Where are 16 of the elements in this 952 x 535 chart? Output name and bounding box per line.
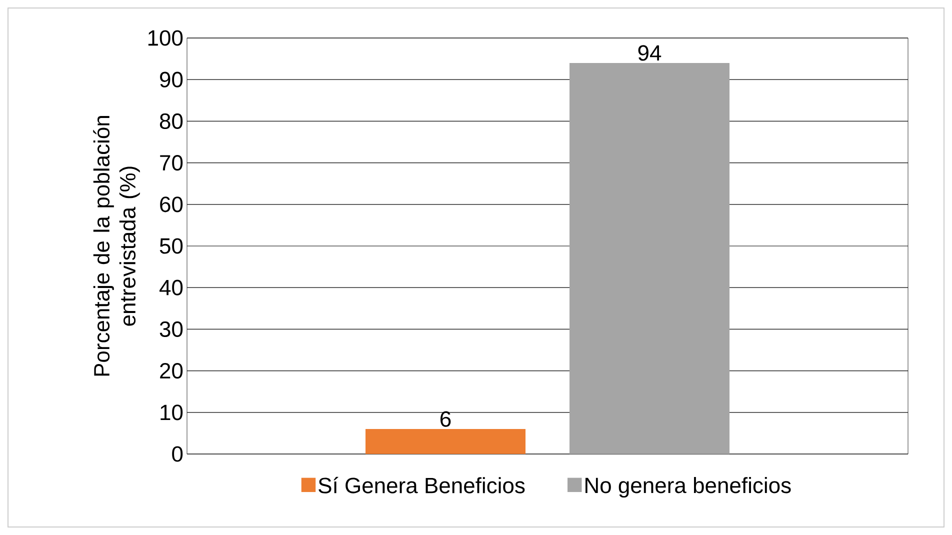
y-tick-label: 10 <box>160 404 183 420</box>
y-axis-title: Porcentaje de la población entrevistada (%) <box>93 116 140 376</box>
y-tick-label: 60 <box>160 196 183 212</box>
y-tick-label: 90 <box>160 72 183 88</box>
legend-label: Sí Genera Beneficios <box>318 476 525 494</box>
data-label: 6 <box>440 411 451 427</box>
y-tick-label: 100 <box>148 30 183 46</box>
legend-label: No genera beneficios <box>586 477 791 498</box>
data-label: 94 <box>638 45 662 61</box>
y-tick-label: 80 <box>160 113 183 129</box>
y-tick-label: 50 <box>160 238 183 254</box>
y-tick-label: 0 <box>172 446 183 462</box>
y-tick-label: 70 <box>160 155 183 171</box>
y-tick-label: 40 <box>160 280 183 296</box>
y-tick-label: 30 <box>160 321 183 337</box>
y-tick-label: 20 <box>160 363 183 379</box>
